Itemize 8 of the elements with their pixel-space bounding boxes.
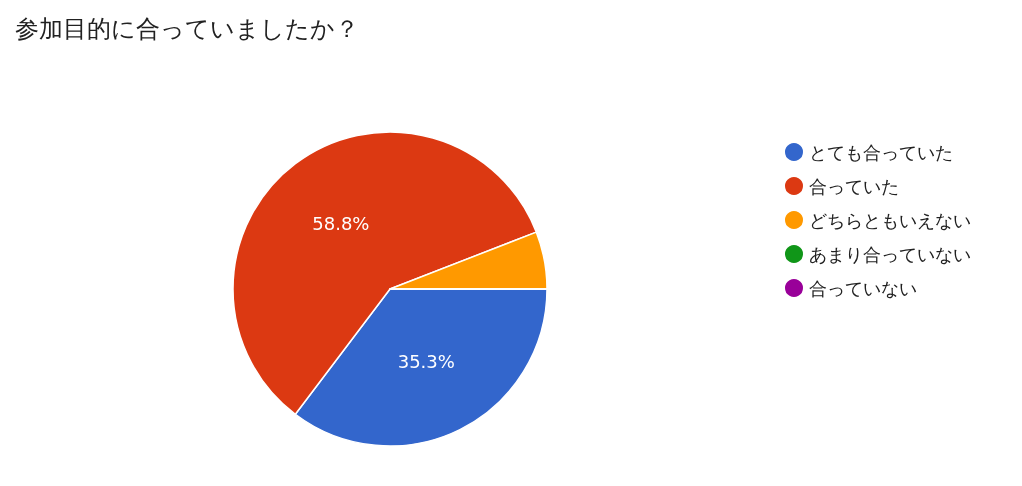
legend-label: とても合っていた — [809, 141, 953, 163]
chart-title: 参加目的に合っていましたか？ — [15, 15, 359, 43]
data-label: 58.8% — [312, 213, 370, 235]
legend-label: どちらともいえない — [809, 209, 971, 231]
legend-label: あまり合っていない — [809, 243, 971, 265]
legend-label: 合っていた — [809, 175, 899, 197]
data-label: 35.3% — [397, 351, 455, 373]
legend-label: 合っていない — [809, 277, 917, 299]
